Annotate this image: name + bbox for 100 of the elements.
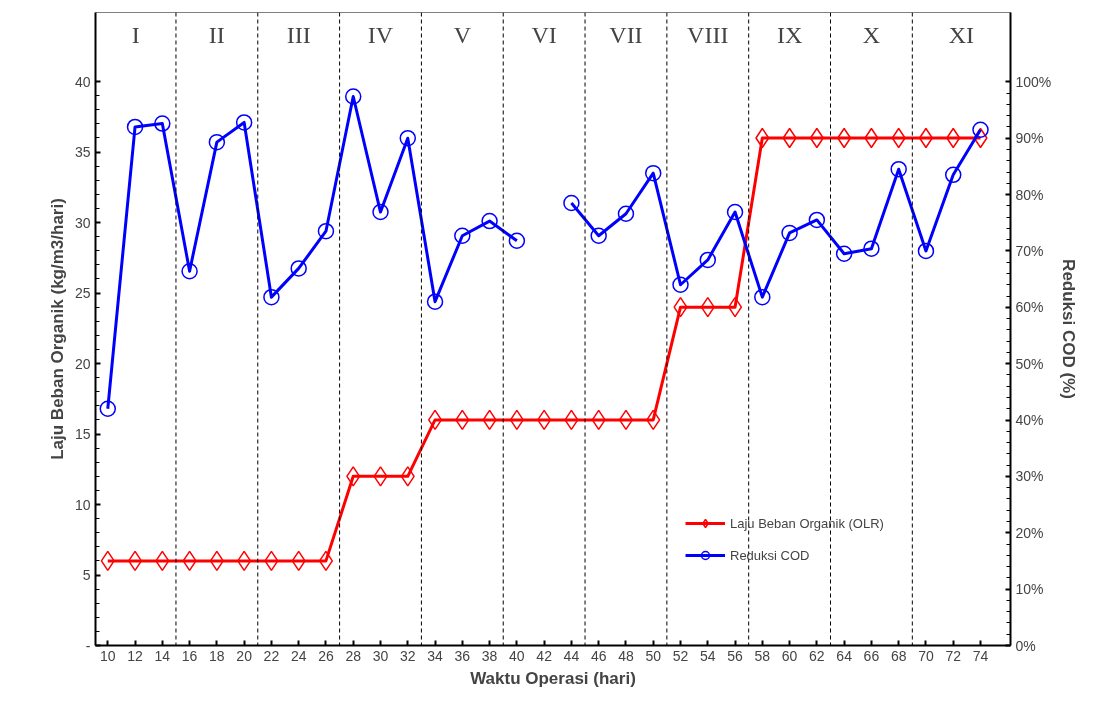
- point: [781, 224, 798, 242]
- y-tick-label: 40: [74, 73, 91, 90]
- point: [699, 251, 717, 269]
- y2-tick-label: 60%: [1015, 299, 1044, 316]
- point: [372, 203, 389, 221]
- point: [181, 262, 198, 280]
- x-axis-title: Waktu Operasi (hari): [470, 668, 636, 688]
- x-tick-label: 14: [154, 647, 171, 664]
- point: [290, 260, 307, 277]
- x-tick-label: 50: [645, 647, 662, 664]
- point: [427, 409, 443, 431]
- point: [890, 160, 907, 178]
- point: [454, 227, 471, 244]
- y-tick-label: -: [85, 637, 91, 654]
- point: [563, 194, 580, 212]
- point: [590, 227, 607, 244]
- x-tick-label: 28: [345, 647, 362, 664]
- annotation: I: [131, 21, 140, 48]
- x-tick-label: 32: [399, 647, 416, 664]
- point: [317, 222, 335, 240]
- x-tick-label: 68: [890, 647, 907, 664]
- y2-tick-label: 40%: [1015, 412, 1044, 429]
- point: [126, 118, 144, 136]
- x-tick-label: 36: [454, 647, 471, 664]
- x-tick-label: 46: [590, 647, 607, 664]
- x-tick-label: 54: [699, 647, 716, 664]
- point: [672, 276, 689, 293]
- y2-tick-label: 30%: [1015, 468, 1044, 485]
- legend-label: Laju Beban Organik (OLR): [730, 515, 884, 531]
- x-tick-label: 34: [427, 647, 444, 664]
- point: [835, 245, 853, 262]
- x-tick-label: 24: [290, 647, 307, 664]
- x-tick-label: 62: [809, 647, 825, 664]
- annotation: III: [286, 21, 311, 48]
- point: [617, 205, 635, 222]
- x-tick-label: 26: [318, 647, 334, 664]
- y2-tick-label: 70%: [1015, 242, 1044, 259]
- legend-label: Reduksi COD: [730, 547, 810, 563]
- annotation: IV: [367, 21, 394, 48]
- point: [618, 409, 634, 431]
- point: [344, 88, 362, 105]
- y2-tick-label: 90%: [1015, 130, 1044, 147]
- point: [373, 466, 388, 487]
- point: [235, 114, 253, 131]
- y-tick-label: 30: [74, 214, 91, 231]
- x-tick-label: 16: [181, 647, 198, 664]
- annotation: VIII: [687, 21, 729, 48]
- x-tick-label: 74: [972, 647, 989, 664]
- point: [972, 121, 989, 138]
- point: [727, 296, 743, 318]
- point: [644, 164, 662, 182]
- y2-tick-label: 0%: [1015, 637, 1036, 654]
- annotation: X: [862, 21, 881, 48]
- annotation: XI: [948, 21, 975, 48]
- x-tick-label: 38: [481, 647, 498, 664]
- x-tick-label: 12: [127, 647, 144, 664]
- x-tick-label: 22: [263, 647, 280, 664]
- x-tick-label: 10: [99, 647, 116, 664]
- x-tick-label: 64: [836, 647, 853, 664]
- x-tick-label: 52: [672, 647, 689, 664]
- y-tick-label: 10: [74, 496, 91, 513]
- point: [508, 232, 526, 250]
- point: [346, 466, 361, 487]
- y-tick-label: 15: [74, 426, 91, 443]
- point: [400, 466, 415, 487]
- y-tick-label: 35: [74, 144, 91, 161]
- point: [754, 288, 771, 306]
- point: [863, 240, 880, 257]
- x-tick-label: 66: [863, 647, 880, 664]
- x-tick-label: 58: [754, 647, 771, 664]
- point: [127, 550, 143, 572]
- x-tick-label: 30: [372, 647, 389, 664]
- y2-tick-label: 100%: [1015, 73, 1052, 90]
- y2-tick-label: 20%: [1015, 524, 1044, 541]
- annotation: VII: [609, 21, 643, 48]
- y-tick-label: 25: [74, 285, 91, 302]
- x-tick-label: 70: [918, 647, 934, 664]
- y2-tick-label: 10%: [1015, 581, 1044, 598]
- annotation: VI: [531, 21, 557, 48]
- point: [263, 288, 280, 306]
- x-tick-label: 42: [536, 647, 553, 664]
- x-tick-label: 40: [509, 647, 525, 664]
- x-tick-label: 48: [618, 647, 634, 664]
- y-axis-title: Laju Beban Organik (kg/m3/hari): [47, 198, 67, 460]
- annotation: IX: [776, 21, 803, 48]
- point: [808, 211, 826, 229]
- x-tick-label: 72: [945, 647, 962, 664]
- x-tick-label: 44: [563, 647, 580, 664]
- point: [208, 133, 226, 151]
- point: [154, 115, 171, 132]
- y-tick-label: 20: [74, 355, 91, 372]
- point: [944, 166, 962, 184]
- point: [318, 550, 334, 572]
- x-tick-label: 60: [781, 647, 798, 664]
- point: [918, 127, 934, 149]
- point: [99, 400, 117, 417]
- point: [426, 293, 444, 310]
- x-tick-label: 20: [236, 647, 253, 664]
- y2-axis-title: Reduksi COD (%): [1059, 259, 1079, 399]
- x-tick-label: 18: [209, 647, 225, 664]
